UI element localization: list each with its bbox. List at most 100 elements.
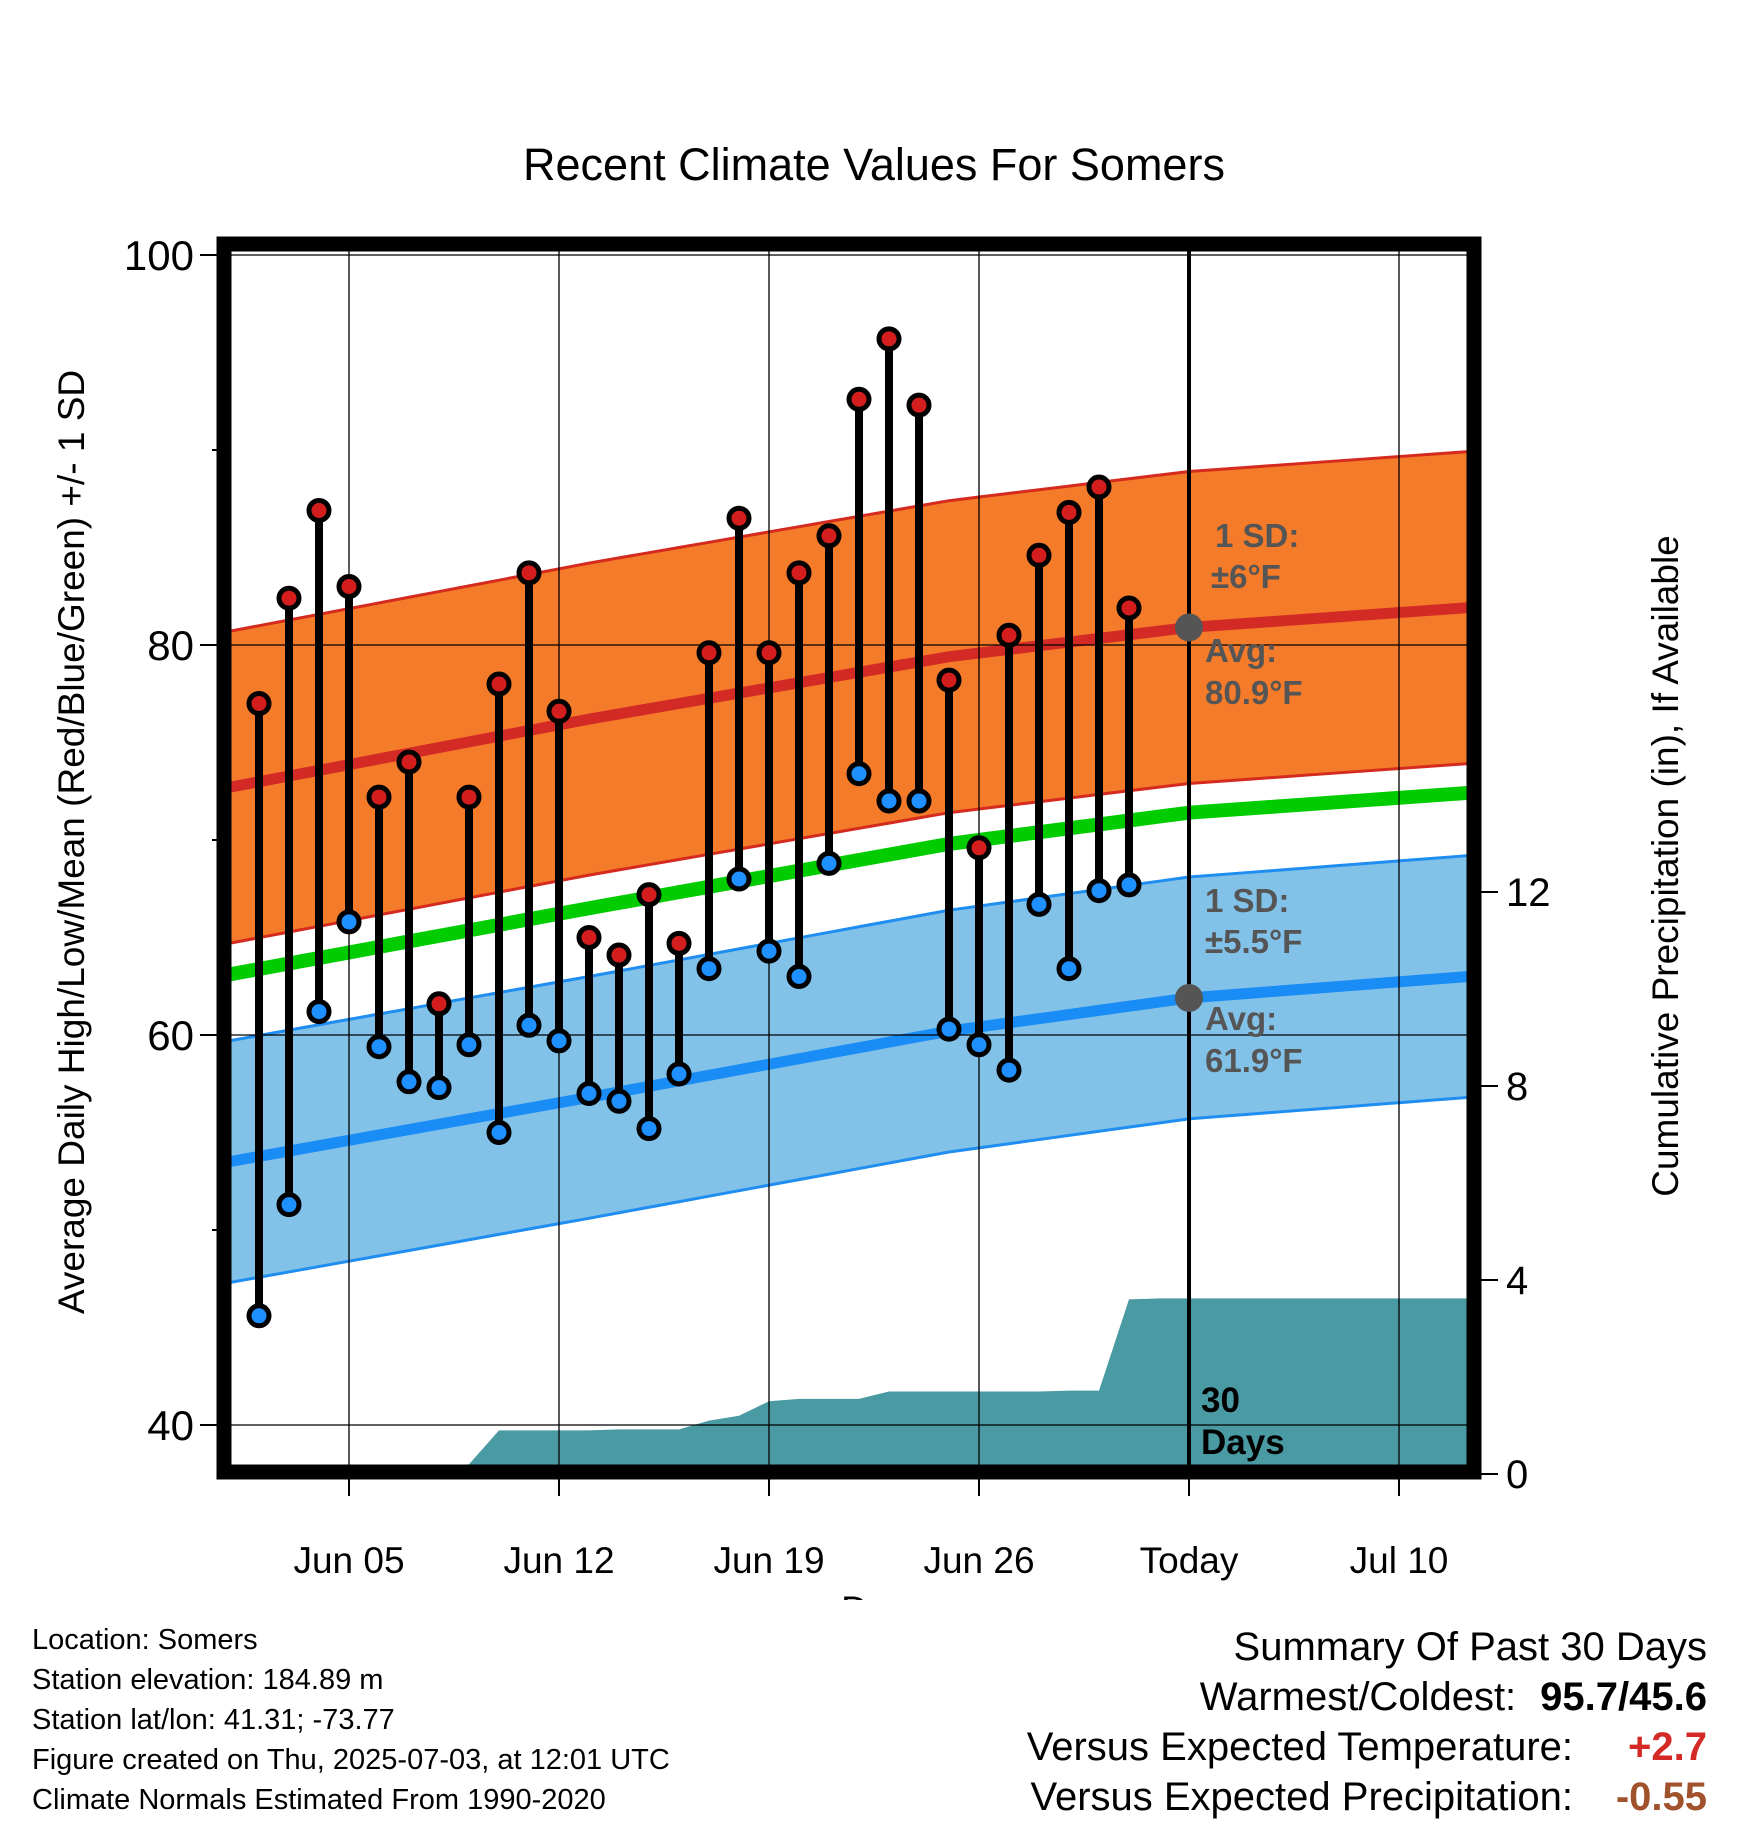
daily-low-point <box>426 1075 452 1101</box>
daily-low-point <box>606 1088 632 1114</box>
daily-low-point <box>1086 878 1112 904</box>
precip-departure-value: -0.55 <box>1615 1775 1707 1819</box>
daily-high-point <box>636 882 662 908</box>
low-sd-value: ±5.5°F <box>1205 923 1302 960</box>
y2-tick-label: 4 <box>1506 1259 1528 1303</box>
today-avg-low-dot <box>1175 983 1203 1012</box>
y2-tick-label: 12 <box>1506 871 1551 915</box>
daily-low-point <box>276 1192 302 1218</box>
daily-low-point <box>1026 891 1052 917</box>
daily-high-point <box>576 925 602 950</box>
daily-low-point <box>1056 956 1082 982</box>
daily-low-point <box>996 1057 1022 1083</box>
summary-temp-departure: Versus Expected Temperature: +2.7 <box>1027 1722 1707 1772</box>
daily-low-point <box>546 1028 572 1054</box>
x-tick-label: Jun 05 <box>293 1540 404 1581</box>
high-avg-label: Avg: <box>1205 632 1277 669</box>
daily-high-point <box>486 671 512 697</box>
created-text: Figure created on Thu, 2025-07-03, at 12… <box>32 1744 670 1776</box>
y-tick-label: 40 <box>147 1402 194 1449</box>
warmest-coldest-label: Warmest/Coldest: <box>1199 1675 1517 1719</box>
y2-tick-label: 8 <box>1506 1065 1528 1109</box>
daily-high-point <box>666 930 692 956</box>
daily-low-point <box>576 1081 602 1106</box>
daily-high-point <box>876 326 902 352</box>
daily-high-point <box>996 622 1022 648</box>
high-sd-label: 1 SD: <box>1215 517 1299 554</box>
latlon-text: Station lat/lon: 41.31; -73.77 <box>32 1704 395 1736</box>
x-tick-label: Jun 12 <box>503 1540 614 1581</box>
low-sd-label: 1 SD: <box>1205 882 1289 919</box>
y-tick-label: 60 <box>147 1012 194 1059</box>
daily-high-point <box>336 574 362 599</box>
daily-low-point <box>336 909 362 935</box>
daily-low-point <box>906 788 932 814</box>
y-axis-label: Average Daily High/Low/Mean (Red/Blue/Gr… <box>51 370 92 1314</box>
daily-low-point <box>456 1032 482 1058</box>
daily-high-point <box>786 560 812 586</box>
plot-frame <box>216 236 1482 1480</box>
x-tick-label: Jun 19 <box>713 1540 824 1581</box>
chart-title: Recent Climate Values For Somers <box>523 139 1225 190</box>
daily-high-point <box>306 497 332 523</box>
precip-area <box>229 1298 1474 1472</box>
daily-low-point <box>936 1016 962 1042</box>
warmest-coldest-value: 95.7/45.6 <box>1540 1675 1707 1719</box>
summary-warmest-coldest: Warmest/Coldest: 95.7/45.6 <box>1027 1672 1707 1722</box>
daily-high-point <box>246 691 272 716</box>
low-sd-band <box>229 855 1474 1283</box>
plot-area: 1 SD: ±6°F Avg: 80.9°F 1 SD: ±5.5°F Avg: 61.9°F… <box>124 232 1551 1581</box>
daily-high-point <box>936 667 962 693</box>
daily-low-point <box>846 761 872 787</box>
normal-mean-line <box>227 785 1474 982</box>
daily-high-point <box>606 942 632 968</box>
low-avg-label: Avg: <box>1205 1000 1277 1037</box>
daily-low-point <box>876 788 902 814</box>
daily-high-point <box>546 698 572 724</box>
daily-high-point <box>726 505 752 531</box>
days-count-label: 30 <box>1201 1381 1240 1420</box>
daily-low-point <box>966 1032 992 1058</box>
daily-high-point <box>1086 474 1112 500</box>
high-sd-value: ±6°F <box>1211 558 1281 595</box>
daily-high-point <box>816 523 842 549</box>
normals-text: Climate Normals Estimated From 1990-2020 <box>32 1784 606 1816</box>
daily-low-point <box>396 1069 422 1095</box>
precip-departure-label: Versus Expected Precipitation: <box>1030 1775 1573 1819</box>
elevation-text: Station elevation: 184.89 m <box>32 1664 384 1696</box>
temp-departure-label: Versus Expected Temperature: <box>1026 1725 1573 1769</box>
daily-high-point <box>516 560 542 586</box>
x-tick-label: Jul 10 <box>1350 1540 1449 1581</box>
plot-interior <box>224 244 1474 1472</box>
low-avg-value: 61.9°F <box>1205 1042 1303 1079</box>
daily-low-point <box>366 1034 392 1060</box>
y2-tick-label: 0 <box>1506 1453 1528 1497</box>
daily-high-point <box>456 784 482 810</box>
daily-low-point <box>306 999 332 1025</box>
daily-low-point <box>786 964 812 989</box>
days-word-label: Days <box>1201 1423 1285 1462</box>
daily-low-point <box>726 866 752 892</box>
daily-high-point <box>756 640 782 666</box>
summary-panel: Summary Of Past 30 Days Warmest/Coldest:… <box>1027 1622 1707 1822</box>
high-sd-band-upper-edge <box>228 449 1474 633</box>
summary-heading: Summary Of Past 30 Days <box>1233 1625 1707 1669</box>
x-axis-label: Day <box>841 1589 907 1600</box>
daily-high-point <box>366 784 392 810</box>
y-tick-label: 100 <box>124 232 194 279</box>
daily-low-point <box>246 1303 272 1329</box>
daily-high-point <box>426 991 452 1017</box>
x-tick-label: Today <box>1140 1540 1239 1581</box>
daily-low-point <box>516 1012 542 1038</box>
daily-low-point <box>486 1120 512 1145</box>
low-sd-band-lower-edge <box>228 1095 1474 1285</box>
y2-axis-label: Cumulative Precipitation (in), If Availa… <box>1645 535 1686 1197</box>
summary-precip-departure: Versus Expected Precipitation: -0.55 <box>1027 1772 1707 1822</box>
temp-departure-value: +2.7 <box>1628 1725 1707 1769</box>
daily-high-point <box>696 640 722 666</box>
station-info: Location: Somers Station elevation: 184.… <box>32 1620 670 1820</box>
x-tick-label: Jun 26 <box>923 1540 1034 1581</box>
y-tick-label: 80 <box>147 622 194 669</box>
daily-high-point <box>1026 542 1052 568</box>
daily-low-point <box>696 956 722 982</box>
